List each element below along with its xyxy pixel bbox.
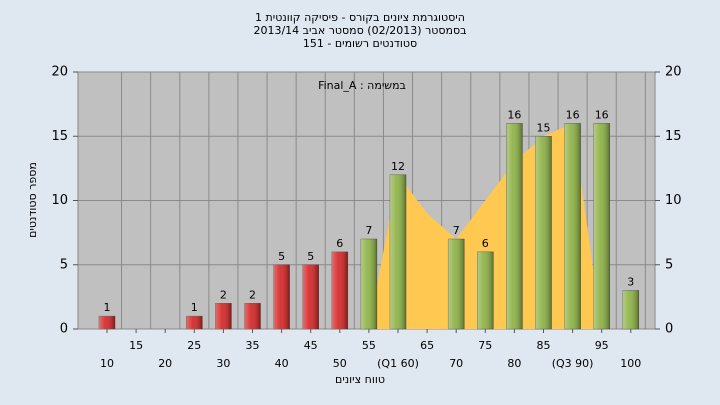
chart-subtitle: סטודנטים רשומים - 151 — [303, 37, 417, 50]
bar-shade — [506, 123, 523, 330]
bar-shade — [186, 316, 203, 329]
x-tick-label: 30 — [216, 357, 230, 370]
y-tick-label: 0 — [60, 322, 68, 337]
bar-shade — [593, 123, 610, 330]
y-axis-label: מספר סטודנטים — [26, 162, 39, 238]
x-tick-label: 75 — [478, 339, 492, 352]
chart-title: היסטוגרמת ציונים בקורס - פיסיקה קוונטית … — [255, 11, 465, 24]
data-label: 12 — [391, 160, 405, 173]
data-label: 2 — [249, 288, 256, 301]
data-label: 16 — [507, 108, 521, 121]
y-tick-label-right: 10 — [665, 193, 682, 208]
x-axis-label: טווח ציונים — [335, 373, 385, 386]
data-label: 1 — [191, 301, 198, 314]
x-tick-label: 65 — [420, 339, 434, 352]
bar-shade — [99, 316, 115, 329]
data-label: 5 — [278, 250, 285, 263]
x-tick-label: 100 — [620, 357, 641, 370]
data-label: 7 — [365, 224, 372, 237]
data-label: 1 — [104, 301, 111, 314]
bar-shade — [448, 239, 465, 329]
x-tick-label: 45 — [304, 339, 318, 352]
bar-shade — [360, 239, 377, 329]
y-tick-label-right: 5 — [665, 257, 673, 272]
x-tick-label: 15 — [129, 339, 143, 352]
data-label: 6 — [336, 237, 343, 250]
y-tick-label: 10 — [51, 193, 68, 208]
x-tick-label: 40 — [275, 357, 289, 370]
y-tick-label-right: 20 — [665, 65, 682, 80]
bar-shade — [564, 123, 581, 330]
x-tick-label: 70 — [449, 357, 463, 370]
x-tick-label: 55 — [362, 339, 376, 352]
annotation: במשימה : Final_A — [318, 79, 406, 92]
data-label: 16 — [566, 108, 580, 121]
data-label: 7 — [453, 224, 460, 237]
bar-shade — [244, 303, 261, 329]
x-tick-label: 50 — [333, 357, 347, 370]
x-tick-label: 80 — [507, 357, 521, 370]
x-tick-label: (Q3 90) — [552, 357, 594, 370]
bar-shade — [215, 303, 232, 329]
data-label: 3 — [627, 275, 634, 288]
x-tick-label: 35 — [246, 339, 260, 352]
y-tick-label-right: 15 — [665, 129, 682, 144]
bar-shade — [535, 136, 552, 329]
x-tick-label: 95 — [595, 339, 609, 352]
bar-shade — [390, 174, 406, 329]
data-label: 2 — [220, 288, 227, 301]
data-label: 15 — [537, 121, 551, 134]
y-tick-label-right: 0 — [665, 322, 673, 337]
y-tick-label: 20 — [51, 65, 68, 80]
x-tick-label: (Q1 60) — [377, 357, 419, 370]
bar-shade — [302, 264, 319, 329]
x-tick-label: 10 — [100, 357, 114, 370]
data-label: 6 — [482, 237, 489, 250]
bar-shade — [622, 290, 639, 329]
y-tick-label: 15 — [51, 129, 68, 144]
bar-shade — [331, 251, 348, 329]
data-label: 5 — [307, 250, 314, 263]
x-tick-label: 25 — [187, 339, 201, 352]
x-tick-label: 85 — [537, 339, 551, 352]
bar-shade — [273, 264, 290, 329]
bar-shade — [477, 251, 494, 329]
y-tick-label: 5 — [60, 257, 68, 272]
chart-subtitle: בסמסטר (02/2013) סמסטר אביב 2013/14 — [253, 24, 466, 37]
x-tick-label: 20 — [158, 357, 172, 370]
data-label: 16 — [595, 108, 609, 121]
